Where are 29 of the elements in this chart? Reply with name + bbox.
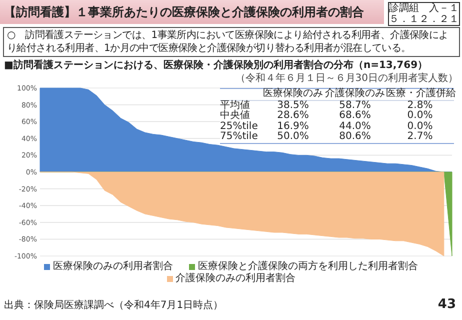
legend-label: 医療保険と介護保険の両方を利用した利用者割合 bbox=[198, 261, 418, 272]
annotation: 58.7% bbox=[338, 100, 372, 110]
annotation: 医療保険のみ bbox=[262, 88, 324, 100]
annotation: 16.9% bbox=[276, 120, 310, 132]
subtitle: ■訪問看護ステーションにおける、医療保険・介護保険別の利用者割合の分布（n=13,769） bbox=[4, 60, 429, 72]
badge: 診調組 入－１ ５．１２．２１ bbox=[388, 2, 460, 26]
annotation: 平均値 bbox=[220, 100, 251, 110]
legend-label: 医療保険のみの利用者割合 bbox=[53, 261, 173, 273]
annotation: 50.0% bbox=[276, 131, 310, 142]
title: 【訪問看護】１事業所あたりの医療保険と介護保険の利用者の割合 bbox=[0, 0, 384, 24]
annotation: 44.0% bbox=[338, 120, 372, 132]
page-number: 43 bbox=[438, 298, 456, 312]
annotation: 医療・介護併給 bbox=[386, 88, 456, 100]
legend-label: 介護保険のみの利用者割合 bbox=[176, 273, 296, 285]
annotation: 介護保険のみ bbox=[324, 88, 386, 100]
annotation: 中央値 bbox=[220, 110, 251, 121]
annotation: 75%tile bbox=[220, 131, 259, 142]
source: 出典：保険局医療課調べ（令和4年7月1日時点） bbox=[4, 300, 224, 312]
annotation: 80.6% bbox=[338, 131, 372, 142]
annotation: 28.6% bbox=[276, 110, 310, 122]
note: （令和４年６月１日～６月30日の利用者実人数） bbox=[235, 73, 458, 85]
annotation: 0.0% bbox=[406, 110, 434, 122]
annotation: 0.0% bbox=[406, 120, 434, 132]
annotation: 2.7% bbox=[406, 131, 434, 142]
annotation: 68.6% bbox=[338, 110, 372, 122]
lead: ○ 訪問看護ステーションでは、1事業所内において医療保険により給付される利用者、介護保険により給付される利用者、1か月の中で医療保険と介護保険が切り替わる利用者が混在している。 bbox=[3, 27, 460, 57]
annotation: 2.8% bbox=[406, 100, 434, 110]
annotation: 38.5% bbox=[276, 100, 310, 110]
annotation: 25%tile bbox=[220, 120, 259, 132]
